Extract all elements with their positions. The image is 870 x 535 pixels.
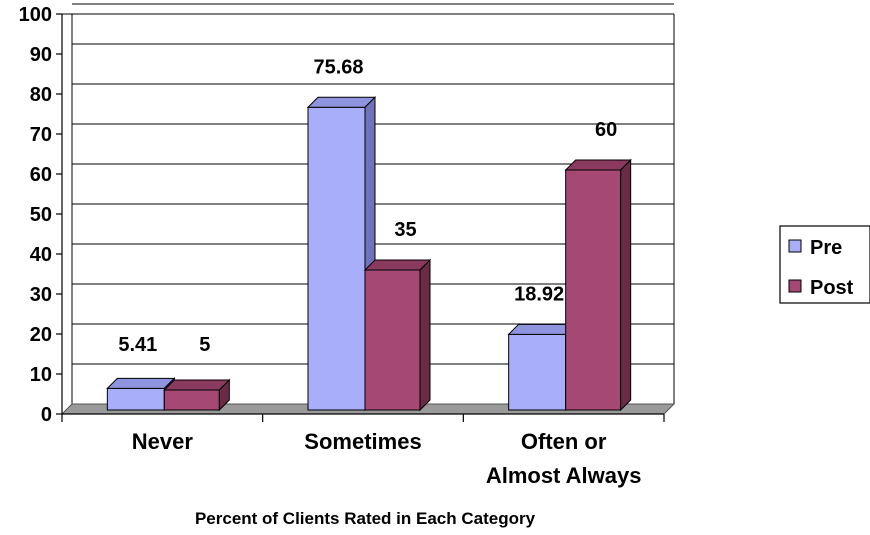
legend-swatch-post	[788, 279, 802, 293]
bar-post-side	[218, 378, 230, 412]
bar-post-front	[364, 269, 421, 411]
bar-post-top	[163, 379, 231, 391]
category-label: Often or	[521, 429, 607, 454]
bar-pre-front	[508, 333, 567, 411]
category-label: Sometimes	[304, 429, 421, 454]
y-axis: 0 10 20 30 40 50 60 70 80 90 100	[19, 4, 665, 426]
category-label: Never	[132, 429, 194, 454]
bars	[106, 96, 632, 412]
y-tick-label: 20	[30, 324, 52, 346]
data-label-pre: 75.68	[313, 56, 363, 78]
data-label-post: 60	[595, 119, 617, 141]
bar-pre-top	[106, 377, 176, 389]
y-tick-label: 60	[30, 164, 52, 186]
data-label-post: 35	[394, 219, 416, 241]
bar-post-front	[565, 169, 622, 411]
y-tick-label: 100	[19, 4, 52, 26]
y-tick-label: 80	[30, 84, 52, 106]
bar-post-side	[419, 258, 431, 412]
bar-post-front	[163, 389, 220, 411]
legend: Pre Post	[779, 225, 870, 304]
y-tick-label: 40	[30, 244, 52, 266]
y-tick-label: 0	[41, 404, 52, 426]
y-tick-label: 70	[30, 124, 52, 146]
bar-post-side	[620, 158, 632, 412]
bar-post-top	[564, 159, 632, 171]
bar-post-top	[363, 259, 432, 271]
category-label: Almost Always	[486, 463, 642, 488]
legend-label-post: Post	[810, 277, 854, 299]
x-axis-title: Percent of Clients Rated in Each Categor…	[195, 509, 536, 528]
data-label-pre: 5.41	[118, 334, 157, 356]
data-label-pre: 18.92	[514, 283, 564, 305]
y-tick-label: 90	[30, 44, 52, 66]
bar-pre-top	[306, 96, 377, 108]
y-tick-label: 10	[30, 364, 52, 386]
y-tick-label: 50	[30, 204, 52, 226]
data-label-post: 5	[199, 334, 210, 356]
y-tick-label: 30	[30, 284, 52, 306]
legend-label-pre: Pre	[810, 237, 842, 259]
bar-pre-front	[106, 387, 165, 411]
category-labels: Never Sometimes Often or Almost Always	[132, 429, 642, 488]
bar-pre-front	[307, 106, 366, 411]
data-labels: 5.41 5 75.68 35 18.92 60	[118, 56, 617, 356]
legend-swatch-pre	[788, 239, 802, 253]
